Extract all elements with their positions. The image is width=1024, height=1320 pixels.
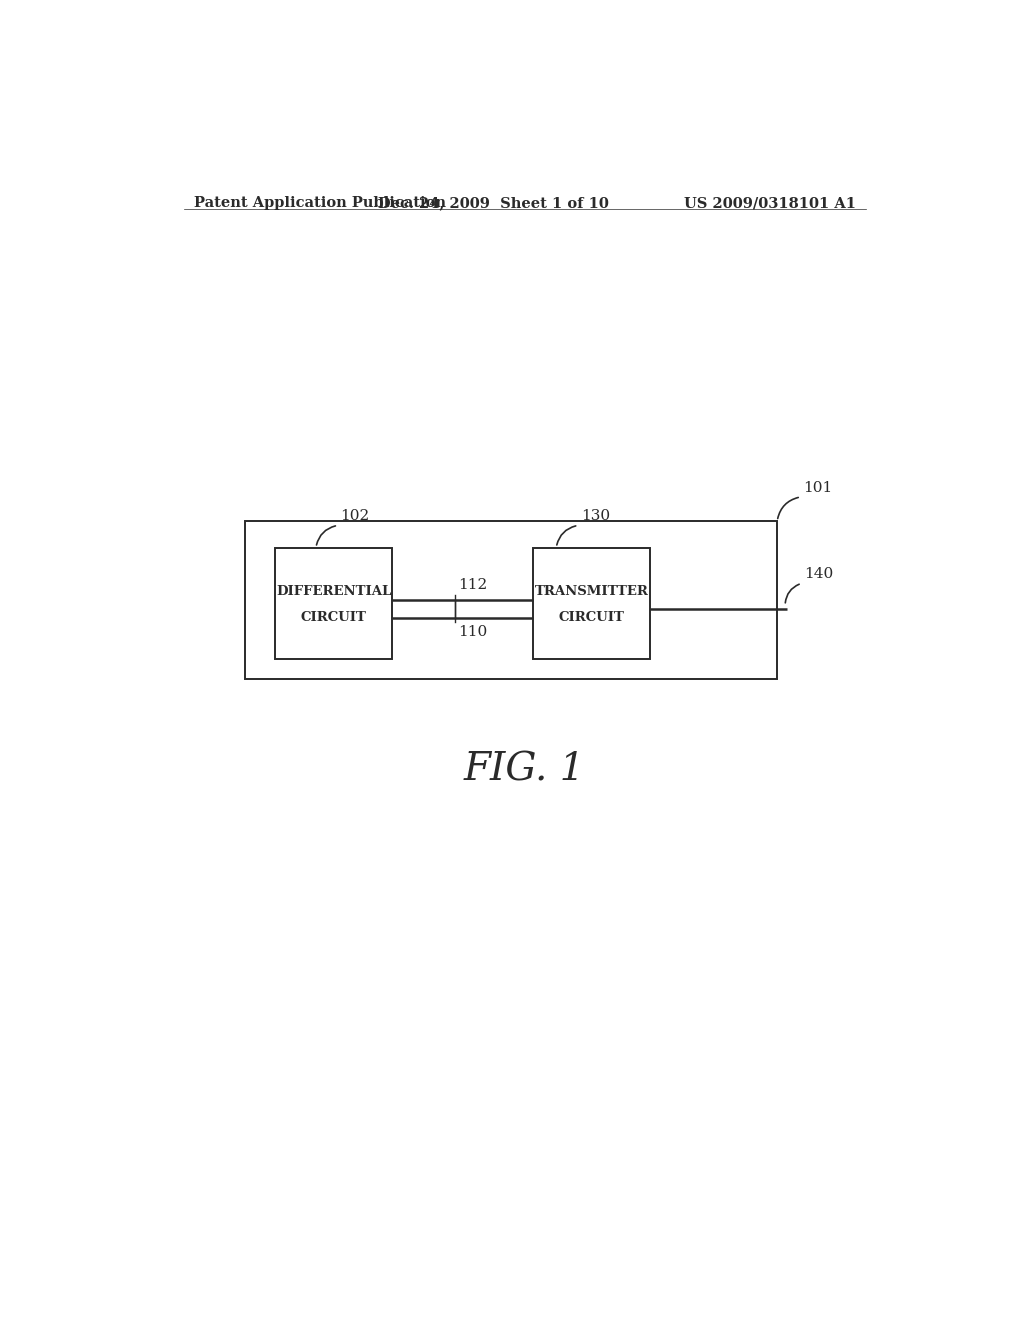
Text: DIFFERENTIAL: DIFFERENTIAL: [275, 585, 391, 598]
Text: CIRCUIT: CIRCUIT: [301, 611, 367, 624]
Text: 102: 102: [341, 510, 370, 523]
Text: 130: 130: [581, 510, 610, 523]
Text: US 2009/0318101 A1: US 2009/0318101 A1: [684, 195, 856, 210]
Text: CIRCUIT: CIRCUIT: [558, 611, 625, 624]
Bar: [246, 521, 777, 678]
Text: Dec. 24, 2009  Sheet 1 of 10: Dec. 24, 2009 Sheet 1 of 10: [378, 195, 608, 210]
Text: FIG. 1: FIG. 1: [464, 752, 586, 789]
Text: 101: 101: [804, 480, 833, 495]
Text: TRANSMITTER: TRANSMITTER: [535, 585, 648, 598]
Bar: [274, 548, 392, 660]
Text: Patent Application Publication: Patent Application Publication: [194, 195, 445, 210]
Text: 110: 110: [459, 624, 487, 639]
Text: 140: 140: [804, 568, 834, 581]
Bar: [532, 548, 650, 660]
Text: 112: 112: [459, 578, 487, 593]
